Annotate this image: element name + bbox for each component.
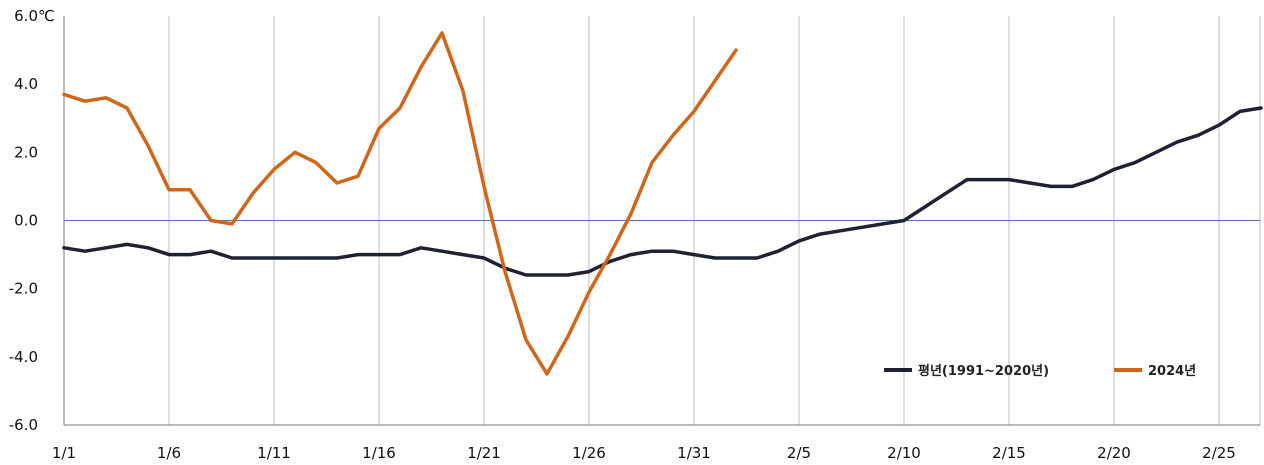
x-tick-label: 2/25 [1202,444,1236,462]
grid-lines [63,16,1261,426]
x-tick-label: 1/16 [362,444,396,462]
x-tick-label: 1/21 [467,444,501,462]
x-tick-label: 2/20 [1097,444,1131,462]
x-tick-label: 1/31 [677,444,711,462]
y-tick-label: -4.0 [9,348,38,366]
legend-label-2024: 2024년 [1148,364,1196,379]
y-tick-label: -6.0 [9,416,38,434]
x-tick-label: 1/26 [572,444,606,462]
x-tick-label: 2/5 [787,444,811,462]
y-tick-label: 2.0 [14,143,38,161]
x-tick-label: 2/10 [887,444,921,462]
series-line-normal [62,106,1263,277]
y-tick-label: 4.0 [14,75,38,93]
legend: 평년(1991~2020년) 2024년 [884,363,1196,379]
x-tick-label: 1/11 [257,444,291,462]
x-tick-label: 1/1 [52,444,76,462]
y-tick-label: 6.0 [14,7,38,25]
legend-label-normal: 평년(1991~2020년) [918,363,1049,379]
y-unit-label: ℃ [38,7,55,25]
x-tick-label: 1/6 [157,444,181,462]
x-tick-label: 2/15 [992,444,1026,462]
series-line-2024 [62,31,738,376]
y-tick-label: -2.0 [9,280,38,298]
y-tick-label: 0.0 [14,212,38,230]
series-lines [62,31,1263,376]
axis-tick-labels: 1/1 1/6 1/11 1/16 1/21 1/26 1/31 2/5 2/10 2/15 2/2… [9,7,1236,462]
